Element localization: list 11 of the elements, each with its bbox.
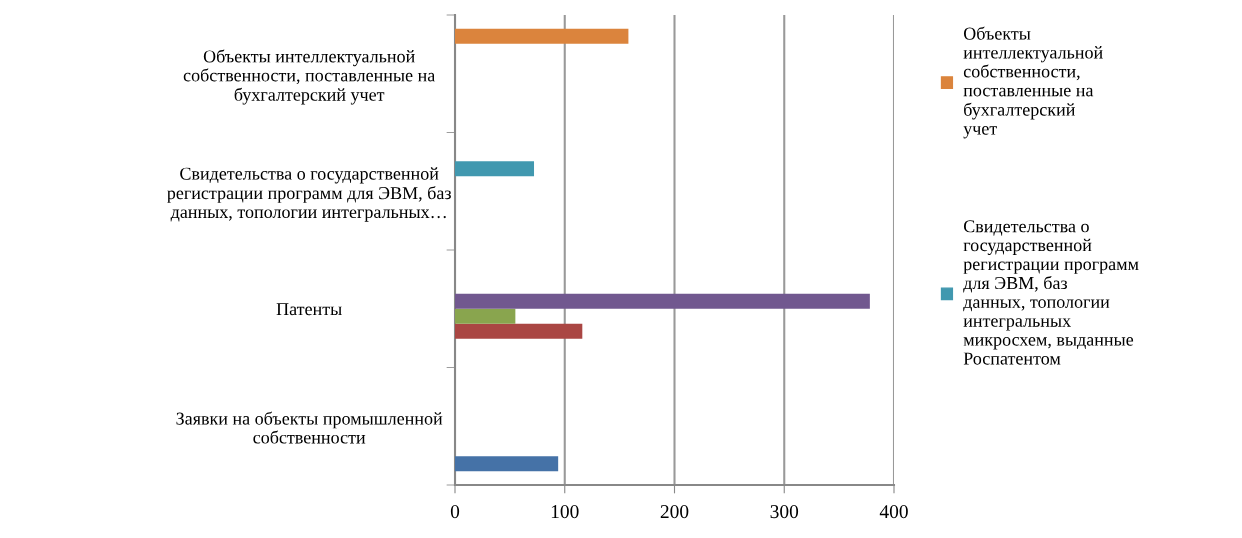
y-tick-label: Объекты интеллектуальной собственности, поставленные на бухгалтерский учет xyxy=(183,49,436,105)
x-tick-label: 400 xyxy=(879,505,908,519)
legend-label: Объекты интеллектуальной собственности, поставленные на бухгалтерский учет xyxy=(963,26,1103,139)
x-tick-label: 0 xyxy=(450,505,460,519)
legend-label: Свидетельства о государственной регистрации программ для ЭВМ, баз данных, топологии интегральных микросхем, выданные Роспатентом xyxy=(963,220,1139,365)
y-tick-label: Заявки на объекты промышленной собственности xyxy=(176,411,443,444)
y-tick-label: Свидетельства о государственной регистрации программ для ЭВМ, баз данных, топологии интегральных… xyxy=(167,167,451,222)
y-tick-label: Патенты xyxy=(276,303,342,316)
x-tick-label: 100 xyxy=(551,505,579,519)
x-tick-label: 300 xyxy=(770,505,799,519)
x-tick-label: 200 xyxy=(660,505,689,519)
